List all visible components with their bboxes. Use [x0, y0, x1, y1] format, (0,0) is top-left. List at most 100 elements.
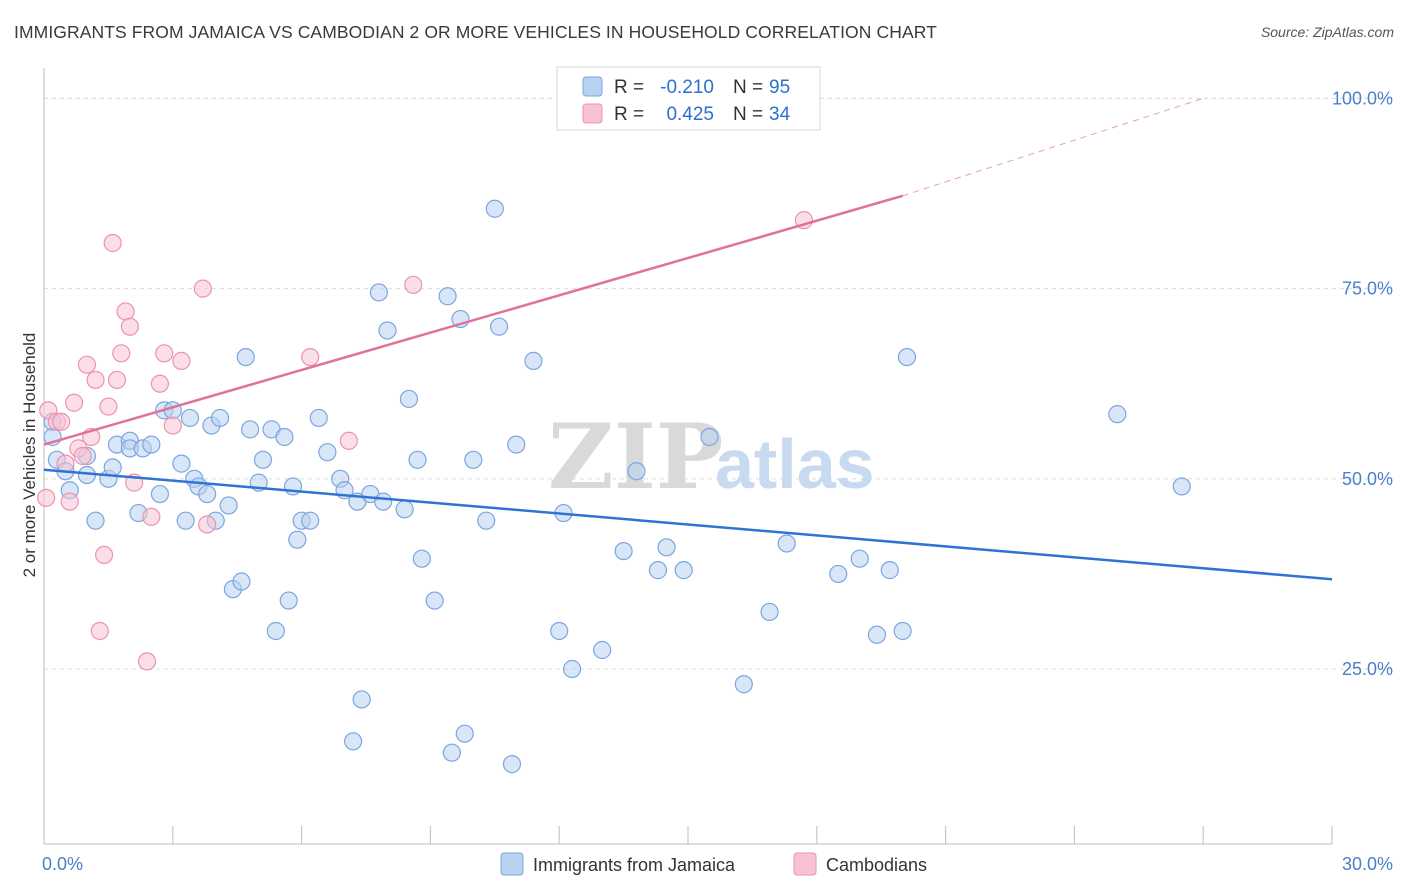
data-point — [150, 484, 170, 504]
legend-r-value-1: -0.210 — [660, 77, 714, 98]
data-point — [60, 492, 79, 511]
data-point — [37, 488, 56, 507]
data-point — [193, 279, 212, 298]
source-label: Source: ZipAtlas.com — [1260, 24, 1394, 40]
data-point — [777, 534, 796, 553]
data-point — [198, 484, 217, 504]
data-point — [103, 233, 122, 253]
data-point — [352, 690, 371, 709]
data-point — [86, 511, 105, 530]
data-point — [502, 755, 522, 774]
legend-n-label-2: N = — [733, 104, 763, 125]
data-point — [163, 416, 182, 435]
data-point — [880, 561, 899, 580]
x-tick-label-min: 0.0% — [42, 854, 83, 874]
trend-line-jamaica — [43, 468, 1333, 581]
data-point — [73, 446, 92, 466]
y-tick-label: 75.0% — [1342, 279, 1393, 299]
data-point — [477, 511, 496, 530]
y-tick-label: 25.0% — [1342, 659, 1393, 679]
data-point — [155, 344, 174, 363]
data-point — [648, 561, 668, 580]
data-point — [137, 652, 157, 671]
data-point — [176, 511, 195, 530]
legend-n-label-1: N = — [733, 77, 763, 98]
data-point — [464, 450, 483, 469]
watermark-atlas: atlas — [715, 425, 875, 503]
data-point — [378, 321, 397, 340]
data-point — [404, 275, 423, 294]
data-point — [52, 412, 71, 431]
data-point — [395, 500, 414, 519]
data-point — [150, 374, 170, 393]
data-point — [1172, 477, 1191, 496]
data-point — [657, 538, 676, 557]
x-tick-label-max: 30.0% — [1342, 854, 1393, 874]
data-point — [627, 462, 646, 481]
data-point — [339, 431, 358, 450]
data-point — [301, 347, 320, 367]
data-point — [240, 420, 260, 439]
data-point — [90, 621, 109, 641]
y-axis-label: 2 or more Vehicles in Household — [20, 333, 39, 578]
data-point — [142, 507, 161, 526]
data-point — [344, 732, 363, 751]
data-point — [236, 347, 255, 367]
data-point — [309, 408, 328, 428]
data-point — [99, 397, 118, 416]
data-point — [374, 492, 393, 511]
data-point — [275, 427, 294, 447]
data-point — [288, 530, 307, 549]
data-point — [412, 549, 431, 568]
watermark-zip: ZIP — [548, 404, 723, 510]
bottom-legend-swatch-jamaica — [500, 852, 524, 876]
data-point — [369, 283, 388, 302]
axes — [43, 68, 1333, 845]
data-point — [700, 427, 719, 447]
data-point — [850, 549, 869, 568]
data-point — [734, 675, 753, 694]
legend-n-value-2: 34 — [769, 104, 791, 125]
data-point — [172, 351, 191, 371]
data-point — [507, 435, 526, 454]
data-point — [301, 511, 320, 530]
trend-lines — [43, 97, 1333, 581]
legend-r-label-1: R = — [614, 77, 644, 98]
data-point — [614, 541, 633, 561]
data-point — [266, 621, 285, 641]
data-point — [253, 450, 273, 469]
data-point — [408, 450, 427, 469]
trend-line-cambodians — [43, 194, 904, 446]
data-point — [142, 435, 161, 454]
data-point — [112, 344, 131, 363]
data-point — [897, 347, 917, 367]
series-legend: Immigrants from Jamaica Cambodians — [500, 852, 927, 876]
bottom-legend-label-cambodians: Cambodians — [826, 855, 927, 875]
chart-title: IMMIGRANTS FROM JAMAICA VS CAMBODIAN 2 O… — [14, 22, 937, 42]
data-point — [279, 591, 298, 610]
data-point — [232, 572, 251, 591]
legend-r-label-2: R = — [614, 104, 644, 125]
data-point — [485, 199, 504, 218]
data-point — [438, 287, 457, 306]
legend-swatch-jamaica — [582, 76, 603, 97]
data-point — [210, 408, 230, 428]
y-tick-label: 50.0% — [1342, 469, 1393, 489]
data-point — [893, 621, 912, 641]
bottom-legend-label-jamaica: Immigrants from Jamaica — [533, 855, 736, 875]
series-cambodians — [37, 211, 814, 671]
data-point — [318, 443, 337, 462]
data-point — [760, 602, 779, 622]
data-point — [77, 355, 97, 374]
data-point — [95, 545, 114, 565]
legend-r-value-2: 0.425 — [666, 104, 714, 125]
data-point — [425, 591, 444, 610]
data-point — [562, 659, 582, 679]
data-point — [172, 454, 191, 473]
data-point — [550, 621, 569, 641]
data-point — [399, 389, 419, 409]
y-tick-label: 100.0% — [1332, 88, 1393, 108]
data-point — [103, 458, 122, 477]
y-tick-labels: 25.0% 50.0% 75.0% 100.0% — [1332, 88, 1393, 679]
